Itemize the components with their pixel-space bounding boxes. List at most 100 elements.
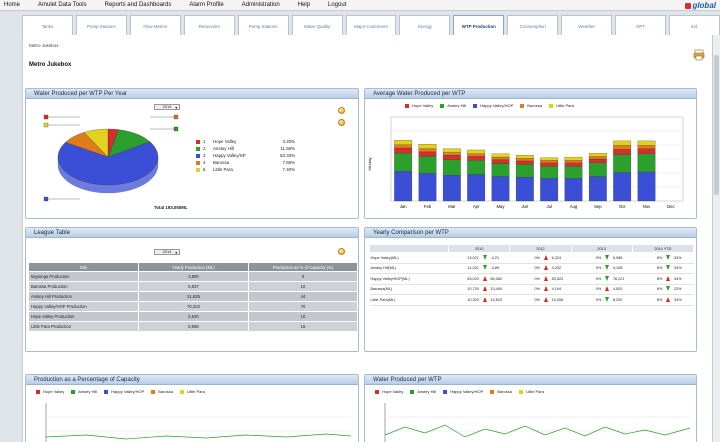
tab-reservoirs[interactable]: Reservoirs [183,15,235,35]
bar-segment [394,147,413,154]
bar-segment [515,164,534,178]
dashboard-tabs: Tanks Pump Stations Flow Meters Reservoi… [22,15,720,35]
dashboard-content: Metro Jukebox Metro Jukebox Water Produc… [22,35,712,442]
legend-label: Happy Valley/HOP [480,103,514,108]
menu-administration[interactable]: Administration [241,2,280,8]
print-icon[interactable] [693,49,705,61]
change-cell: 4,108 [611,263,633,274]
tab-major-customers[interactable]: Major Customers [345,15,397,35]
bar-segment [491,159,510,164]
legend-anstey-hill: Anstey Hill [440,103,466,108]
bar-segment [442,152,461,156]
column-header-2012: 2012 [509,244,572,253]
bar-segment [540,165,559,179]
legend-label: Barossa [213,160,230,165]
legend-label: Little Para [213,167,233,172]
tab-npt[interactable]: NPT [615,15,667,35]
legend-label: Barossa [497,389,512,394]
site-cell: Anstey Hill Production [28,291,139,302]
value-cell: 10,720 [448,284,480,295]
column-header-site [368,244,450,253]
menu-logout[interactable]: Logout [328,2,347,8]
menu-bar: Home Amulet Data Tools Reports and Dashb… [0,0,720,11]
trend-cell [602,252,612,264]
capacity-cell: 15 [248,321,358,332]
tab-water-quality[interactable]: Water Quality [291,15,343,35]
panel-body: 2010 2012 2013 2014 YTD Hope Valley(ML) 1… [365,238,696,351]
tab-consumption[interactable]: Consumption [507,15,559,35]
bar-segment [394,171,413,202]
pie-total-label: Total 193,050ML [154,205,188,210]
arrow-up-icon [482,296,487,302]
tab-wtp-production[interactable]: WTP Production [453,15,505,35]
trend-cell [602,294,612,306]
panel-body: 2014 ▼ Site Yearly Production (ML) Produ… [26,238,358,351]
legend-label: Happy Valley/HOP [111,389,145,394]
refresh-icon[interactable] [338,248,345,255]
legend-swatch [71,389,76,394]
trend-cell [541,263,551,274]
menu-amulet-data-tools[interactable]: Amulet Data Tools [38,2,87,8]
legend-hope-valley: Hope Valley [375,389,403,394]
arrow-up-icon [482,275,487,281]
logo-text: global [692,1,716,10]
change-cell: 34% [672,263,694,274]
settings-icon[interactable] [338,119,345,126]
value-cell: 0% [509,294,542,306]
legend-num: 5 [203,167,206,172]
pie-slice [83,128,109,158]
change-cell: 4,232 [550,263,572,274]
legend-swatch [179,389,184,394]
menu-alarm-profile[interactable]: Alarm Profile [189,2,224,8]
tab-energy[interactable]: Energy [399,15,451,35]
legend-pct: 63.33% [280,153,295,158]
stacked-bar-chart: ML/day Jan Feb Mar Apr May Jun Jul Aug Sep Oct Nov D… [367,116,684,209]
legend-swatch [151,389,156,394]
bar-segment [491,163,510,177]
page-scrollbar[interactable] [712,35,720,442]
bar-segment [637,148,656,154]
legend-swatch [196,153,200,158]
comparison-table: 2010 2012 2013 2014 YTD Hope Valley(ML) 1… [368,244,695,306]
arrow-up-icon [666,296,671,302]
pie-slice [57,141,159,186]
trend-cell [479,252,490,264]
refresh-icon[interactable] [338,107,345,114]
league-year-select[interactable]: 2014 ▼ [154,249,180,255]
bar-segment [637,171,656,202]
legend-label: Anstey Hill [213,146,234,151]
x-tick-label: Jul [546,204,551,209]
tab-tanks[interactable]: Tanks [22,15,73,35]
panel-league-table: League Table 2014 ▼ Site Yearly Producti… [25,227,359,352]
value-cell: 8% [632,273,664,285]
tab-pump-stations-2[interactable]: Pump Stations [237,15,289,35]
table-row: Happy Valley/HOP Production 70,202 70 [28,301,358,312]
menu-home[interactable]: Home [4,2,21,8]
site-cell: Hope Valley(ML) [369,252,449,264]
tab-flow-meters[interactable]: Flow Meters [129,15,181,35]
bar-segment [564,165,583,179]
change-cell: 10,820 [489,294,510,306]
value-cell: 53,020 [448,273,480,285]
year-select[interactable]: 2014 ▼ [154,104,180,110]
tab-weather[interactable]: Weather [561,15,613,35]
menu-help[interactable]: Help [297,2,311,8]
column-header-yearly-production: Yearly Production (ML) [138,262,249,272]
arrow-down-icon [666,254,671,260]
legend-anstey-hill: Anstey Hill [71,389,97,394]
capacity-chart-area [45,403,352,442]
menu-reports-dashboards[interactable]: Reports and Dashboards [104,2,172,8]
tab-pump-stations[interactable]: Pump Stations [75,15,127,35]
value-cell: 0% [509,263,542,274]
scroll-thumb[interactable] [714,55,719,195]
production-cell: 70,202 [138,301,249,312]
column-header-2010: 2010 [448,244,511,253]
column-header-site: Site [28,262,139,272]
change-cell: 34% [672,252,694,264]
legend-swatch [36,389,40,394]
bar-segment [613,172,632,202]
tab-ind[interactable]: Ind. [669,15,720,35]
legend-little-para: Little Para [518,389,544,394]
pie-chart [43,114,179,202]
value-cell: 10,320 [448,294,480,306]
